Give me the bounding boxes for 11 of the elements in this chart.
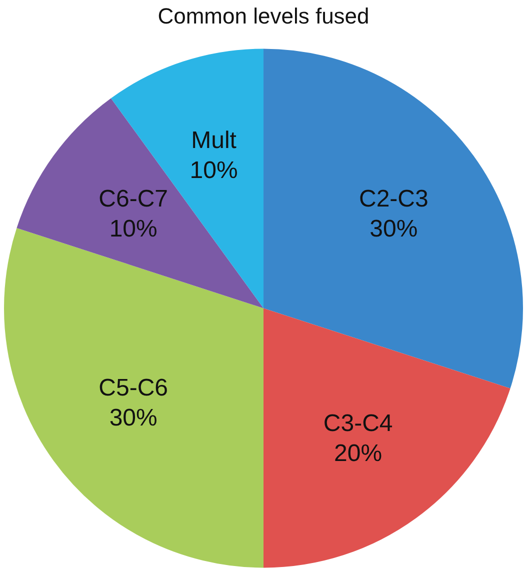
slice-label: C5-C6 — [98, 374, 168, 402]
slice-label: C3-C4 — [323, 410, 393, 437]
data-label: 20% — [334, 440, 382, 467]
data-label: 10% — [109, 215, 158, 242]
slice-label: C2-C3 — [358, 185, 428, 212]
chart-title: Common levels fused — [158, 3, 370, 28]
slice-label: Mult — [191, 126, 237, 154]
data-label: 10% — [190, 156, 238, 184]
data-label: 30% — [370, 215, 418, 242]
slice-label: C6-C7 — [98, 185, 168, 212]
data-label: 30% — [109, 404, 158, 432]
